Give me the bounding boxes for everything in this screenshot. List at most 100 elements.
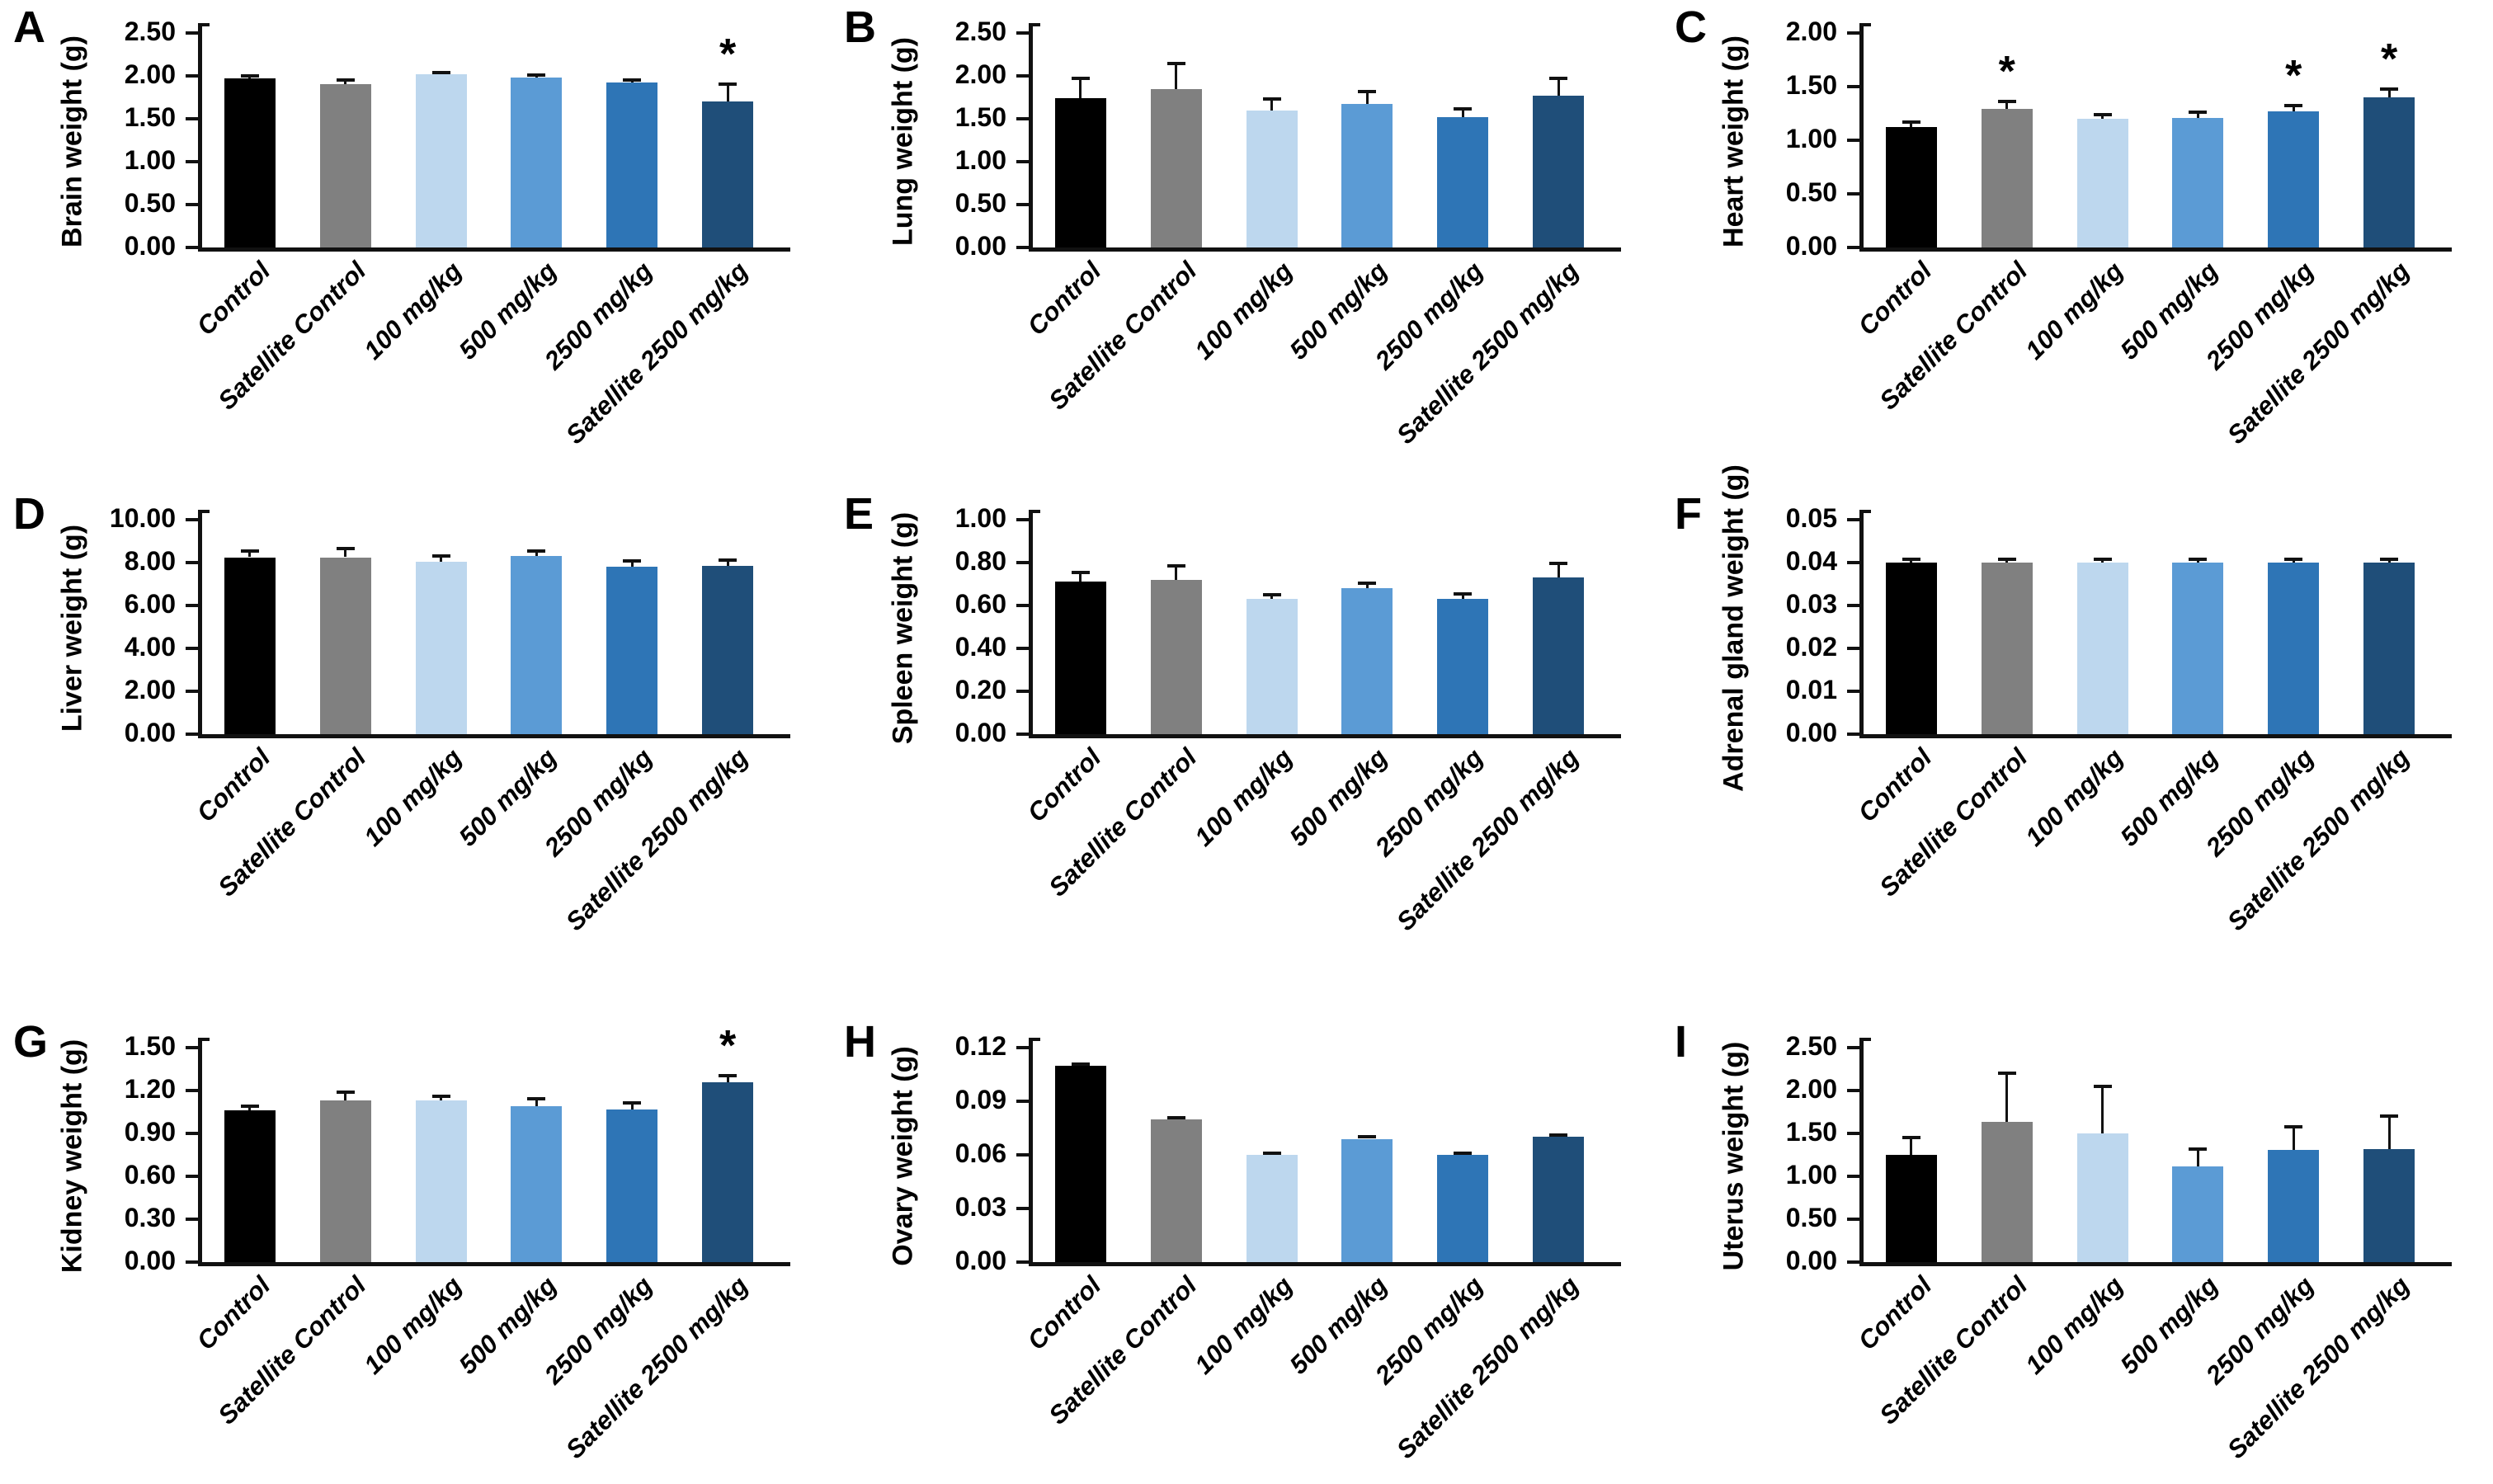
y-tick-mark: [1016, 1153, 1029, 1157]
bar-satellite-control: [1981, 1122, 2033, 1262]
y-tick-mark: [186, 604, 198, 607]
error-bar: [630, 1102, 634, 1109]
x-category-label: 500 mg/kg: [2114, 1270, 2224, 1380]
y-axis-top-hook: [198, 510, 210, 513]
error-bar: [726, 560, 729, 566]
y-axis-top-hook: [1029, 23, 1040, 26]
y-tick-mark: [1847, 518, 1859, 521]
y-tick-label: 0.04: [1785, 546, 1837, 576]
y-tick-mark: [186, 647, 198, 650]
bar-satellite-2500-mg-kg: [702, 565, 754, 734]
y-tick-mark: [1847, 1089, 1859, 1092]
y-tick-mark: [1847, 604, 1859, 607]
error-bar-cap: [431, 554, 450, 558]
bar-satellite-2500-mg-kg: [1533, 577, 1585, 734]
y-tick-label: 1.00: [1785, 124, 1837, 153]
y-tick-mark: [1016, 1100, 1029, 1103]
error-bar: [630, 561, 634, 567]
y-tick-mark: [1847, 139, 1859, 142]
bar-2500-mg-kg: [606, 1109, 658, 1262]
x-category-label: 500 mg/kg: [1284, 256, 1393, 365]
y-tick-label: 0.30: [124, 1203, 176, 1232]
y-tick-mark: [1847, 1260, 1859, 1264]
x-category-label: Satellite Control: [1873, 742, 2034, 902]
error-bar-cap: [240, 74, 259, 78]
y-axis-top-hook: [1859, 510, 1871, 513]
y-tick-mark: [1016, 647, 1029, 650]
error-bar-cap: [623, 559, 642, 563]
x-category-label: Satellite Control: [1043, 256, 1203, 416]
bar-control: [224, 78, 276, 247]
error-bar: [1557, 563, 1560, 578]
y-tick-mark: [1847, 85, 1859, 88]
y-tick-label: 0.01: [1785, 675, 1837, 704]
error-bar-cap: [1262, 97, 1281, 101]
y-tick-label: 6.00: [124, 589, 176, 619]
error-bar-cap: [2093, 112, 2112, 116]
y-tick-label: 0.50: [124, 188, 176, 218]
error-bar-cap: [431, 1094, 450, 1098]
y-axis-top-hook: [1029, 510, 1040, 513]
y-axis-top-hook: [198, 1038, 210, 1041]
error-bar-cap: [1166, 563, 1185, 568]
error-bar: [2196, 112, 2199, 118]
bar-100-mg-kg: [415, 1100, 467, 1262]
y-tick-label: 0.90: [124, 1117, 176, 1147]
error-bar: [344, 1091, 347, 1101]
bar-2500-mg-kg: [2268, 111, 2320, 247]
bar-2500-mg-kg: [1437, 599, 1489, 734]
error-bar-cap: [1454, 1151, 1473, 1155]
y-axis-title: Uterus weight (g): [1718, 1041, 1750, 1271]
error-bar: [2005, 558, 2009, 563]
panel-ovary: H Ovary weight (g) 0.00 0.03 0.06 0.09 0.12 C…: [831, 1015, 1661, 1464]
y-tick-mark: [1847, 1132, 1859, 1135]
y-axis-top-hook: [1029, 1038, 1040, 1041]
error-bar-cap: [1902, 557, 1920, 561]
error-bar-cap: [1358, 1135, 1377, 1139]
y-tick-mark: [1847, 561, 1859, 564]
plot-area: 0.00 0.50 1.00 1.50 2.00 2.50 Control Satellite…: [125, 16, 790, 450]
x-category-label: Satellite 2500 mg/kg: [2222, 742, 2415, 936]
x-category-label: 500 mg/kg: [453, 742, 563, 852]
bar-satellite-control: [319, 1100, 371, 1262]
error-bar-cap: [1549, 562, 1568, 566]
bar-satellite-2500-mg-kg: [2363, 563, 2415, 734]
bar-2500-mg-kg: [2268, 1149, 2320, 1262]
error-bar-cap: [2189, 111, 2208, 115]
x-axis-line: [1859, 734, 2452, 738]
panel-liver: D Liver weight (g) 0.00 2.00 4.00 6.00 8.00 1…: [0, 487, 831, 1015]
error-bar: [1910, 121, 1913, 128]
error-bar-cap: [2284, 1124, 2303, 1128]
error-bar-cap: [1902, 120, 1920, 124]
bar-500-mg-kg: [511, 556, 563, 734]
y-axis-top-hook: [1859, 1038, 1871, 1041]
error-bar: [1365, 582, 1369, 589]
y-tick-mark: [1016, 1260, 1029, 1264]
x-category-label: 100 mg/kg: [357, 742, 467, 852]
y-tick-label: 0.00: [954, 718, 1006, 747]
bar-100-mg-kg: [415, 561, 467, 734]
error-bar-cap: [2093, 1084, 2112, 1088]
x-category-label: 100 mg/kg: [357, 256, 467, 365]
y-tick-label: 8.00: [124, 546, 176, 576]
error-bar-cap: [1454, 106, 1473, 111]
y-axis-top-hook: [1859, 23, 1871, 26]
panel-letter: H: [844, 1017, 876, 1067]
bar-500-mg-kg: [1341, 1138, 1393, 1262]
x-axis-line: [1029, 247, 1621, 252]
y-tick-label: 0.12: [954, 1031, 1006, 1061]
error-bar: [2101, 1086, 2104, 1133]
panel-kidney: G Kidney weight (g) 0.00 0.30 0.60 0.90 1.20…: [0, 1015, 831, 1464]
bar-control: [1885, 1155, 1937, 1262]
y-tick-label: 0.40: [954, 632, 1006, 662]
x-category-label: 100 mg/kg: [1188, 1270, 1298, 1380]
error-bar-cap: [2380, 1114, 2399, 1119]
bar-100-mg-kg: [415, 73, 467, 247]
y-tick-label: 1.50: [1785, 1117, 1837, 1147]
bar-500-mg-kg: [511, 78, 563, 247]
bar-satellite-2500-mg-kg: [1533, 1137, 1585, 1262]
error-bar-cap: [623, 78, 642, 82]
y-tick-mark: [186, 733, 198, 736]
error-bar: [440, 1095, 443, 1101]
plot-area: 0.00 0.03 0.06 0.09 0.12 Control Satellite Con…: [955, 1031, 1621, 1464]
